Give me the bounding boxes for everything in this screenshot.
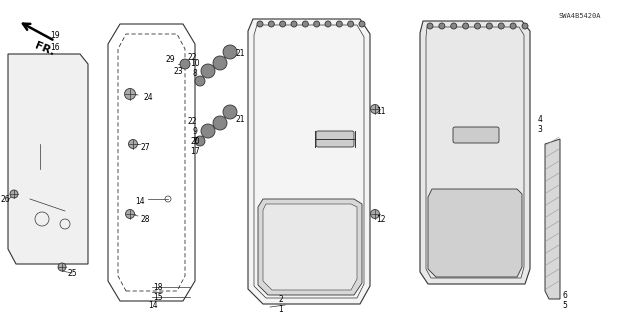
Text: 28: 28 bbox=[140, 214, 150, 224]
Text: 2: 2 bbox=[278, 294, 284, 303]
Circle shape bbox=[371, 210, 380, 219]
Circle shape bbox=[499, 23, 504, 29]
Text: 19: 19 bbox=[50, 32, 60, 41]
Circle shape bbox=[325, 21, 331, 27]
Text: 17: 17 bbox=[190, 146, 200, 155]
Polygon shape bbox=[545, 139, 560, 299]
Circle shape bbox=[201, 124, 215, 138]
Text: 24: 24 bbox=[143, 93, 153, 101]
Circle shape bbox=[268, 21, 275, 27]
Text: 9: 9 bbox=[193, 127, 197, 136]
Text: 7: 7 bbox=[193, 137, 197, 145]
Circle shape bbox=[125, 210, 134, 219]
Text: 14: 14 bbox=[135, 197, 145, 206]
Text: 26: 26 bbox=[0, 196, 10, 204]
Text: 16: 16 bbox=[50, 42, 60, 51]
Circle shape bbox=[201, 64, 215, 78]
Text: 11: 11 bbox=[376, 108, 386, 116]
Text: 22: 22 bbox=[188, 53, 196, 62]
Text: 18: 18 bbox=[153, 283, 163, 292]
Text: 4: 4 bbox=[538, 115, 543, 123]
Circle shape bbox=[10, 190, 18, 198]
Text: 12: 12 bbox=[376, 214, 386, 224]
Text: 23: 23 bbox=[173, 66, 183, 76]
Circle shape bbox=[180, 59, 190, 69]
Text: 21: 21 bbox=[236, 115, 244, 123]
Text: 14: 14 bbox=[148, 300, 157, 309]
Circle shape bbox=[195, 76, 205, 86]
Text: 25: 25 bbox=[67, 269, 77, 278]
Text: 22: 22 bbox=[188, 116, 196, 125]
Text: SWA4B5420A: SWA4B5420A bbox=[559, 13, 601, 19]
Text: 21: 21 bbox=[236, 49, 244, 58]
Circle shape bbox=[213, 56, 227, 70]
Polygon shape bbox=[8, 54, 88, 264]
Circle shape bbox=[291, 21, 297, 27]
Polygon shape bbox=[258, 199, 362, 295]
Circle shape bbox=[58, 263, 66, 271]
Text: FR.: FR. bbox=[34, 41, 56, 57]
Circle shape bbox=[463, 23, 468, 29]
Circle shape bbox=[302, 21, 308, 27]
Text: 20: 20 bbox=[190, 137, 200, 145]
Polygon shape bbox=[263, 204, 357, 290]
Circle shape bbox=[439, 23, 445, 29]
FancyBboxPatch shape bbox=[316, 131, 354, 147]
Text: 10: 10 bbox=[190, 60, 200, 69]
Circle shape bbox=[213, 116, 227, 130]
Text: 27: 27 bbox=[140, 143, 150, 152]
Circle shape bbox=[522, 23, 528, 29]
Text: 5: 5 bbox=[563, 300, 568, 309]
Circle shape bbox=[348, 21, 354, 27]
Circle shape bbox=[125, 88, 136, 100]
Circle shape bbox=[223, 45, 237, 59]
Circle shape bbox=[427, 23, 433, 29]
Circle shape bbox=[337, 21, 342, 27]
Circle shape bbox=[451, 23, 457, 29]
Circle shape bbox=[359, 21, 365, 27]
FancyBboxPatch shape bbox=[453, 127, 499, 143]
Text: 15: 15 bbox=[153, 293, 163, 301]
Circle shape bbox=[195, 136, 205, 146]
Circle shape bbox=[510, 23, 516, 29]
Polygon shape bbox=[428, 189, 522, 277]
Circle shape bbox=[474, 23, 481, 29]
Circle shape bbox=[371, 105, 380, 114]
Text: 8: 8 bbox=[193, 70, 197, 78]
Text: 6: 6 bbox=[563, 291, 568, 300]
Circle shape bbox=[486, 23, 492, 29]
Text: 1: 1 bbox=[278, 305, 284, 314]
Circle shape bbox=[257, 21, 263, 27]
Circle shape bbox=[280, 21, 285, 27]
Polygon shape bbox=[248, 19, 370, 304]
Circle shape bbox=[129, 139, 138, 149]
Polygon shape bbox=[420, 21, 530, 284]
Circle shape bbox=[314, 21, 319, 27]
Text: 29: 29 bbox=[165, 55, 175, 63]
Text: 3: 3 bbox=[538, 124, 543, 133]
Circle shape bbox=[223, 105, 237, 119]
